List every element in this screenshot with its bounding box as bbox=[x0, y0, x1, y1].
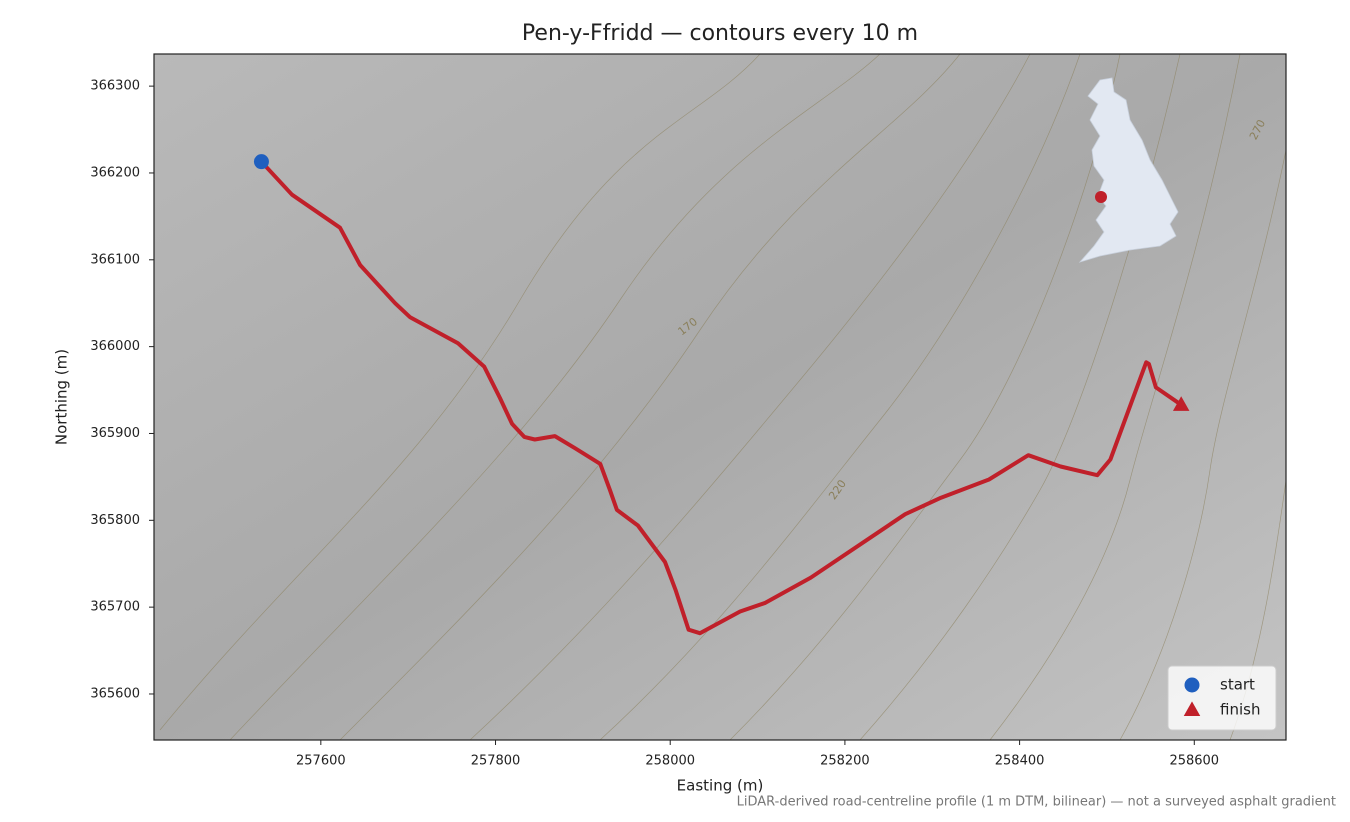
legend-label: finish bbox=[1220, 701, 1260, 719]
y-tick-label: 365900 bbox=[90, 426, 140, 441]
inset-map bbox=[1078, 77, 1179, 263]
plot-frame bbox=[153, 53, 1287, 741]
y-axis-label: Northing (m) bbox=[53, 349, 71, 445]
footnote: LiDAR-derived road-centreline profile (1… bbox=[737, 795, 1336, 810]
y-tick-label: 365800 bbox=[90, 513, 140, 528]
y-tick-label: 366200 bbox=[90, 165, 140, 180]
y-tick-label: 365600 bbox=[90, 686, 140, 701]
legend-swatch bbox=[1184, 677, 1200, 693]
y-tick-label: 366300 bbox=[90, 79, 140, 94]
x-tick-label: 258600 bbox=[1169, 754, 1219, 769]
y-tick-label: 365700 bbox=[90, 600, 140, 615]
route-line bbox=[259, 159, 1184, 636]
marker-triangle bbox=[1172, 396, 1190, 411]
chart-title: Pen-y-Ffridd — contours every 10 m bbox=[522, 21, 918, 46]
x-tick-label: 258200 bbox=[820, 754, 870, 769]
marker-circle bbox=[253, 154, 269, 170]
x-tick-label: 257600 bbox=[296, 754, 346, 769]
inset-location bbox=[1095, 191, 1107, 203]
x-tick-label: 258000 bbox=[645, 754, 695, 769]
y-tick-label: 366100 bbox=[90, 252, 140, 267]
x-tick-label: 257800 bbox=[471, 754, 521, 769]
y-tick-label: 366000 bbox=[90, 339, 140, 354]
legend-swatch bbox=[1183, 701, 1201, 716]
x-tick-label: 258400 bbox=[995, 754, 1045, 769]
legend-label: start bbox=[1220, 676, 1255, 694]
x-axis-label: Easting (m) bbox=[677, 777, 764, 795]
